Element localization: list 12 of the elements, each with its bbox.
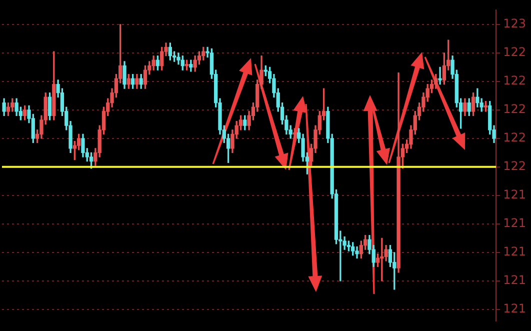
y-tick-label: 121 xyxy=(503,302,526,316)
candlestick xyxy=(438,66,442,85)
y-tick-label: 122 xyxy=(503,102,526,116)
y-tick-label: 121 xyxy=(503,188,526,202)
y-tick-label: 121 xyxy=(503,216,526,230)
y-tick-label: 122 xyxy=(503,74,526,88)
y-tick-label: 122 xyxy=(503,159,526,174)
y-tick-label: 121 xyxy=(503,273,526,288)
y-tick-label: 122 xyxy=(503,130,526,145)
y-tick-label: 121 xyxy=(503,244,526,259)
y-tick-label: 122 xyxy=(503,45,526,60)
y-tick-label: 123 xyxy=(503,16,526,31)
